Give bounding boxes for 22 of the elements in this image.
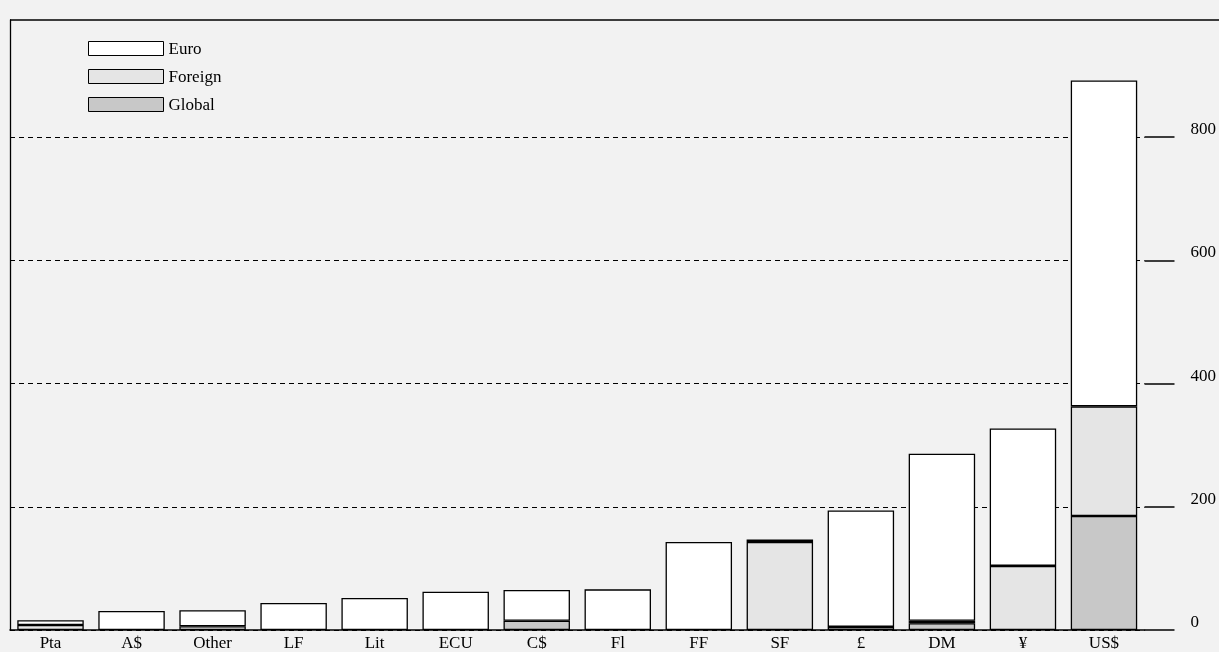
x-tick-label: ECU — [438, 633, 473, 652]
x-tick-label: Pta — [39, 633, 62, 652]
x-tick-label: ¥ — [1018, 633, 1028, 652]
x-tick-label: C$ — [526, 633, 547, 652]
x-tick-label: LF — [283, 633, 304, 652]
x-tick-label: £ — [856, 633, 866, 652]
x-tick-label: SF — [770, 633, 790, 652]
y-tick-label: 200 — [1190, 488, 1216, 508]
y-tick-label: 400 — [1190, 365, 1216, 385]
x-tick-label: Fl — [610, 633, 626, 652]
legend-label: Foreign — [168, 67, 222, 86]
legend-label: Euro — [168, 39, 202, 58]
x-tick-label: DM — [928, 633, 956, 652]
legend-label: Global — [168, 95, 216, 114]
x-tick-label: US$ — [1088, 633, 1120, 652]
x-tick-label: Other — [193, 633, 233, 652]
x-tick-label: FF — [689, 633, 709, 652]
y-tick-label: 600 — [1190, 242, 1216, 262]
x-tick-label: A$ — [121, 633, 142, 652]
y-tick-label: 0 — [1190, 612, 1199, 631]
x-tick-label: Lit — [364, 633, 385, 652]
y-tick-label: 800 — [1190, 119, 1216, 139]
